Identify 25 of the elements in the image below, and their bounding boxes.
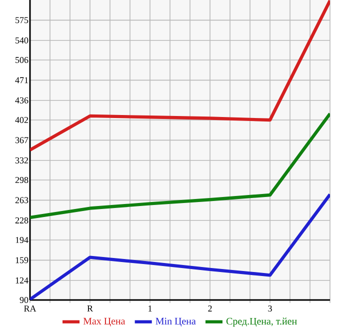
- x-tick-label: 1: [148, 306, 152, 312]
- y-tick-label: 540: [16, 37, 28, 44]
- y-tick-label: 506: [16, 56, 28, 64]
- y-tick-label: 367: [15, 137, 28, 144]
- x-tick-label: 2: [208, 306, 212, 312]
- line-series: [30, 0, 330, 152]
- line-series: [30, 112, 330, 220]
- y-tick-label: 402: [15, 116, 28, 124]
- y-tick-label: 471: [15, 77, 28, 84]
- legend-label: Min Цена: [156, 318, 196, 327]
- y-tick-label: 124: [16, 277, 28, 284]
- y-tick-label: 298: [15, 176, 28, 184]
- x-tick-label: R: [87, 306, 93, 312]
- x-tick-label: RA: [24, 306, 36, 312]
- y-tick-label: 194: [16, 236, 28, 244]
- y-tick-label: 436: [15, 97, 28, 104]
- y-tick-label: 228: [15, 217, 28, 224]
- y-tick-label: 90: [20, 296, 28, 304]
- y-tick-label: 263: [15, 197, 28, 204]
- y-tick-label: 332: [15, 157, 28, 164]
- x-tick-label: 3: [268, 306, 272, 312]
- legend-label: Max Цена: [83, 318, 126, 326]
- y-tick-label: 159: [16, 257, 28, 264]
- legend-label: Сред.Цена, т.йен: [226, 318, 297, 327]
- y-tick-label: 575: [16, 17, 28, 24]
